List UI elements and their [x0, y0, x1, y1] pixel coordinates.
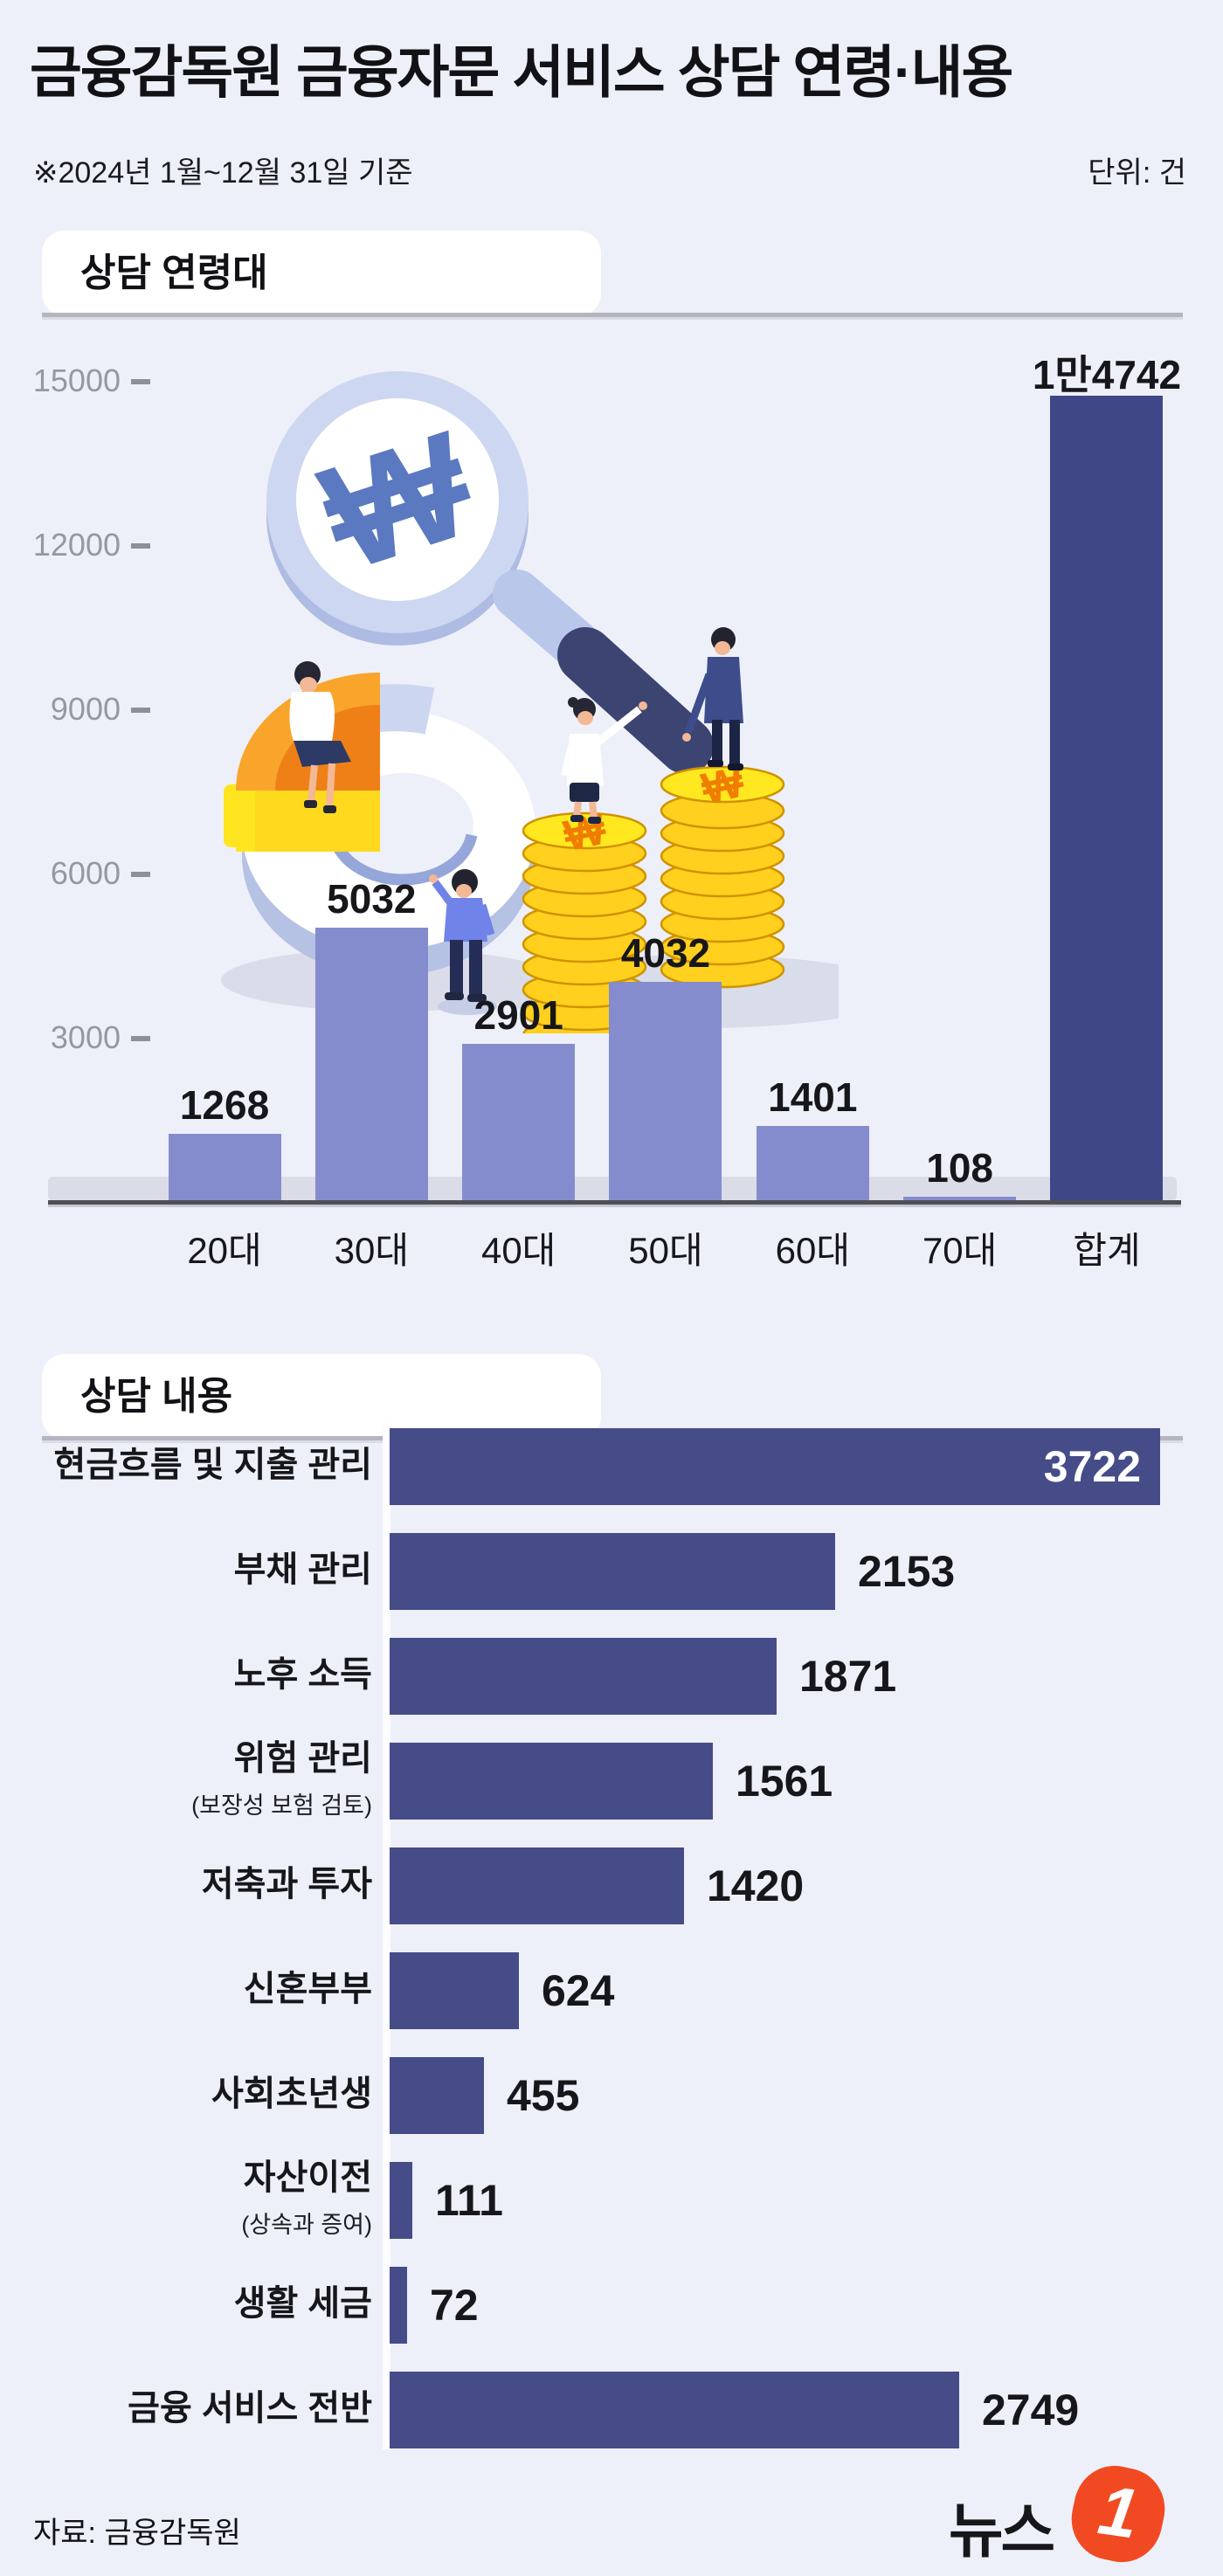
topic-bar-value: 111 [435, 2176, 503, 2225]
age-bar-60대 [756, 1126, 869, 1203]
topic-bar-1 [390, 1428, 1160, 1505]
topic-label: 생활 세금 [233, 2284, 372, 2323]
age-bar-value: 2901 [473, 992, 563, 1038]
y-axis-tick-mark [131, 543, 150, 549]
age-bar-value: 4032 [620, 930, 711, 976]
age-bar-value: 1268 [179, 1082, 270, 1128]
topic-label: 금융 서비스 전반 [128, 2389, 372, 2428]
unit-note: 단위: 건 [1088, 156, 1186, 190]
topic-label: 신혼부부 [243, 1970, 372, 2008]
topic-label: 자산이전 [243, 2158, 372, 2197]
age-bar-50대 [609, 982, 722, 1203]
topic-bar-value: 1561 [736, 1757, 833, 1806]
topic-bar-value: 2153 [858, 1547, 956, 1596]
topic-bar-value: 72 [430, 2281, 479, 2330]
age-category-label: 합계 [1073, 1230, 1141, 1271]
topic-bar-3 [390, 1638, 777, 1715]
age-category-label: 30대 [334, 1230, 409, 1271]
age-bar-value: 1만4742 [1032, 352, 1182, 397]
section-topic-header-box [42, 1354, 601, 1440]
sitting-woman-figure [289, 661, 351, 813]
man-on-coins-figure [682, 627, 743, 770]
age-bar-value: 5032 [327, 876, 417, 922]
age-bar-합계 [1050, 396, 1164, 1203]
magnifier-icon: ₩ [266, 371, 714, 774]
y-axis-tick-label: 12000 [32, 527, 121, 563]
topic-bar-value: 3722 [1043, 1442, 1141, 1491]
y-axis-tick-label: 6000 [50, 855, 121, 891]
y-axis-tick-label: 3000 [50, 1019, 121, 1055]
topic-bar-value: 624 [542, 1966, 615, 2015]
age-category-label: 50대 [628, 1230, 703, 1271]
news1-logo-one-icon: 1 [1063, 2458, 1173, 2570]
period-note: ※2024년 1월~12월 31일 기준 [33, 156, 413, 190]
y-axis-tick-mark [131, 708, 150, 713]
news1-logo-text: 뉴스 [949, 2498, 1055, 2565]
topic-label: 사회초년생 [211, 2075, 372, 2113]
age-bar-20대 [168, 1134, 281, 1203]
age-bar-40대 [462, 1044, 576, 1203]
topic-bar-10 [390, 2372, 959, 2448]
coin-won-symbol: ₩ [560, 804, 612, 860]
age-bar-30대 [314, 928, 428, 1203]
topic-sublabel: (보장성 보험 검토) [191, 1792, 372, 1819]
section-age-heading: 상담 연령대 [80, 252, 268, 294]
age-bar-value: 108 [926, 1145, 994, 1191]
topic-bar-value: 2749 [982, 2386, 1080, 2434]
finance-illustration: ₩ ₩ ₩ [221, 371, 839, 1033]
y-axis-tick-mark [131, 872, 150, 877]
y-axis-tick-mark [131, 1036, 150, 1041]
coin-stack-icon: ₩ [522, 804, 647, 1033]
y-axis-tick-label: 9000 [50, 691, 121, 727]
section-age-rule [42, 313, 1183, 317]
topic-bar-6 [390, 1952, 519, 2029]
woman-on-coins-figure [561, 697, 647, 824]
chart1-baseline [48, 1200, 1181, 1205]
age-bar-70대 [903, 1197, 1017, 1203]
source-note: 자료: 금융감독원 [33, 2517, 241, 2550]
topic-bar-value: 1871 [799, 1652, 897, 1701]
section-age-header-box [42, 231, 601, 316]
age-category-label: 60대 [775, 1230, 850, 1271]
topic-bar-value: 1420 [707, 1861, 805, 1910]
page-title: 금융감독원 금융자문 서비스 상담 연령·내용 [30, 40, 1013, 104]
topic-bar-7 [390, 2057, 484, 2134]
y-axis-tick-label: 15000 [32, 363, 121, 398]
topic-bar-8 [390, 2162, 412, 2239]
age-category-label: 20대 [187, 1230, 262, 1271]
age-bar-value: 1401 [768, 1074, 858, 1120]
age-category-label: 70대 [922, 1230, 998, 1271]
topic-label: 위험 관리 [233, 1739, 372, 1778]
topic-bar-4 [390, 1743, 713, 1820]
y-axis-tick-mark [131, 379, 150, 384]
topic-label: 노후 소득 [233, 1655, 372, 1694]
magnifier-grip [557, 627, 714, 774]
chart2-axis-line [383, 1422, 390, 2449]
standing-man-figure [429, 869, 497, 1015]
section-topic-heading: 상담 내용 [80, 1375, 233, 1418]
topic-bar-9 [390, 2267, 407, 2344]
topic-label: 부채 관리 [233, 1550, 372, 1589]
coin-stack-icon: ₩ [660, 757, 785, 989]
topic-sublabel: (상속과 증여) [241, 2212, 372, 2238]
topic-bar-value: 455 [507, 2071, 580, 2120]
age-category-label: 40대 [480, 1230, 556, 1271]
topic-label: 저축과 투자 [201, 1865, 372, 1903]
topic-bar-2 [390, 1533, 835, 1610]
topic-bar-5 [390, 1847, 684, 1924]
news1-logo-number: 1 [1094, 2470, 1144, 2553]
topic-label: 현금흐름 및 지출 관리 [53, 1446, 372, 1484]
